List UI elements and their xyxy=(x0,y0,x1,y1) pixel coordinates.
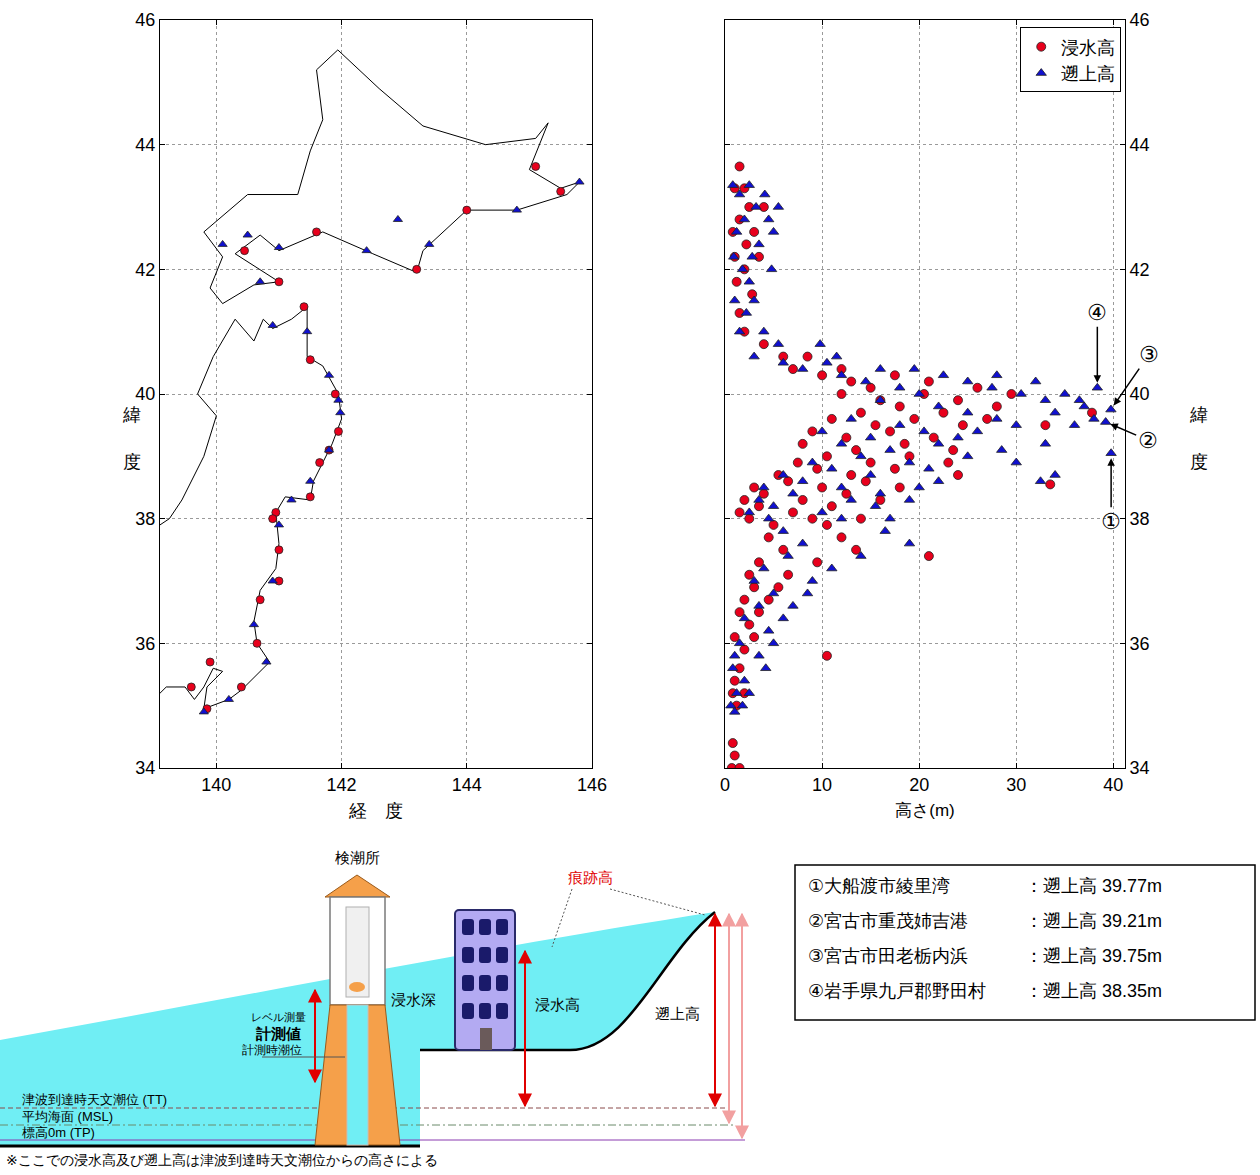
svg-text:40: 40 xyxy=(1103,775,1123,795)
svg-text:津波到達時天文潮位 (TT): 津波到達時天文潮位 (TT) xyxy=(22,1092,167,1107)
svg-text:①: ① xyxy=(1101,509,1121,534)
svg-text:：遡上高 39.77m: ：遡上高 39.77m xyxy=(1025,876,1162,896)
svg-text:痕跡高: 痕跡高 xyxy=(568,869,613,886)
svg-text:30: 30 xyxy=(1006,775,1026,795)
svg-text:146: 146 xyxy=(577,775,607,795)
svg-text:計測時潮位: 計測時潮位 xyxy=(242,1043,302,1057)
svg-text:レベル測量: レベル測量 xyxy=(251,1011,306,1023)
svg-text:44: 44 xyxy=(1130,135,1150,155)
svg-text:浸水深: 浸水深 xyxy=(391,991,436,1008)
svg-text:④岩手県九戸郡野田村: ④岩手県九戸郡野田村 xyxy=(808,981,986,1001)
svg-text:42: 42 xyxy=(1130,260,1150,280)
svg-text:：遡上高 38.35m: ：遡上高 38.35m xyxy=(1025,981,1162,1001)
svg-text:142: 142 xyxy=(327,775,357,795)
svg-text:38: 38 xyxy=(135,509,155,529)
svg-text:浸水高: 浸水高 xyxy=(1061,38,1115,58)
svg-text:④: ④ xyxy=(1087,300,1107,325)
svg-text:20: 20 xyxy=(909,775,929,795)
svg-text:36: 36 xyxy=(135,634,155,654)
svg-text:※ここでの浸水高及び遡上高は津波到達時天文潮位からの高さによ: ※ここでの浸水高及び遡上高は津波到達時天文潮位からの高さによる xyxy=(6,1152,438,1168)
svg-text:高さ(m): 高さ(m) xyxy=(895,801,954,820)
svg-text:144: 144 xyxy=(452,775,482,795)
svg-text:遡上高: 遡上高 xyxy=(1061,64,1115,84)
svg-text:140: 140 xyxy=(201,775,231,795)
svg-text:経 度: 経 度 xyxy=(348,801,403,821)
svg-text:①大船渡市綾里湾: ①大船渡市綾里湾 xyxy=(808,876,950,896)
svg-text:34: 34 xyxy=(1130,758,1150,778)
svg-text:40: 40 xyxy=(1130,384,1150,404)
svg-text:46: 46 xyxy=(1130,10,1150,30)
svg-text:平均海面 (MSL): 平均海面 (MSL) xyxy=(22,1109,113,1124)
svg-text:②: ② xyxy=(1138,428,1158,453)
svg-text:遡上高: 遡上高 xyxy=(655,1005,700,1022)
svg-text:44: 44 xyxy=(135,135,155,155)
svg-text:浸水高: 浸水高 xyxy=(535,996,580,1013)
svg-text:緯 度: 緯 度 xyxy=(122,405,141,472)
svg-text:10: 10 xyxy=(812,775,832,795)
svg-text:②宮古市重茂姉吉港: ②宮古市重茂姉吉港 xyxy=(808,911,968,931)
svg-text:：遡上高 39.75m: ：遡上高 39.75m xyxy=(1025,946,1162,966)
svg-text:46: 46 xyxy=(135,10,155,30)
svg-text:34: 34 xyxy=(135,758,155,778)
svg-text:計測値: 計測値 xyxy=(255,1025,301,1042)
svg-text:緯 度: 緯 度 xyxy=(1189,405,1208,472)
svg-text:検潮所: 検潮所 xyxy=(335,849,380,866)
svg-text:38: 38 xyxy=(1130,509,1150,529)
svg-text:：遡上高 39.21m: ：遡上高 39.21m xyxy=(1025,911,1162,931)
svg-text:36: 36 xyxy=(1130,634,1150,654)
svg-text:42: 42 xyxy=(135,260,155,280)
svg-text:③宮古市田老栃内浜: ③宮古市田老栃内浜 xyxy=(808,946,968,966)
svg-text:③: ③ xyxy=(1139,342,1159,367)
svg-text:40: 40 xyxy=(135,384,155,404)
svg-text:0: 0 xyxy=(720,775,730,795)
svg-text:標高0m (TP): 標高0m (TP) xyxy=(22,1125,95,1140)
